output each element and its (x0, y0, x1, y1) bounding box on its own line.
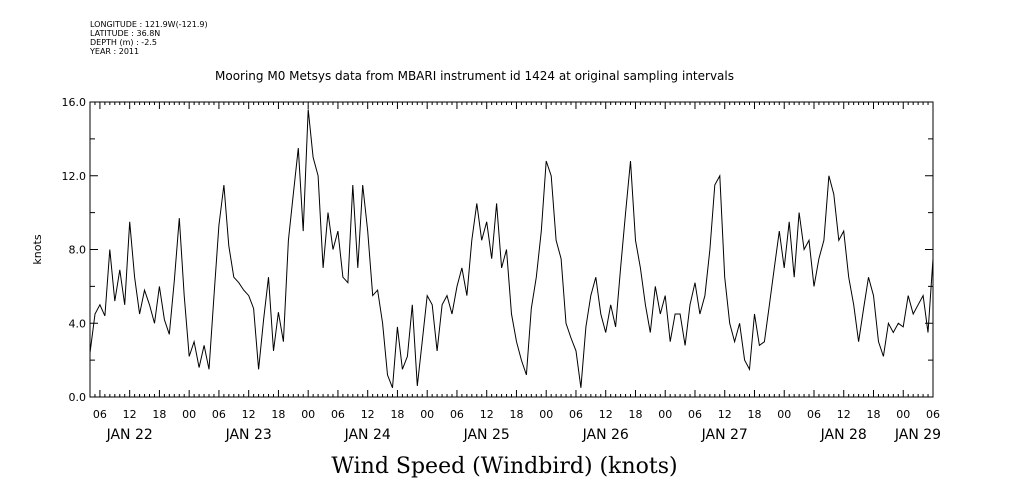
y-tick-label: 4.0 (69, 317, 87, 330)
x-hour-label: 12 (361, 408, 375, 421)
x-hour-label: 18 (747, 408, 761, 421)
x-hour-label: 00 (658, 408, 672, 421)
x-hour-label: 00 (896, 408, 910, 421)
y-tick-label: 12.0 (62, 170, 87, 183)
x-hour-label: 12 (480, 408, 494, 421)
wind-speed-series-line (89, 109, 934, 388)
x-hour-label: 00 (777, 408, 791, 421)
x-hour-label: 18 (509, 408, 523, 421)
x-hour-label: 12 (718, 408, 732, 421)
latitude-text: LATITUDE : 36.8N (90, 29, 161, 38)
x-hour-label: 12 (242, 408, 256, 421)
depth-text: DEPTH (m) : -2.5 (90, 38, 157, 47)
plot-frame (89, 101, 934, 398)
x-hour-label: 18 (390, 408, 404, 421)
x-hour-label: 18 (152, 408, 166, 421)
y-axis-label: knots (31, 234, 44, 264)
x-hour-label: 00 (539, 408, 553, 421)
x-hour-label: 06 (807, 408, 821, 421)
x-hour-label: 06 (450, 408, 464, 421)
x-hour-label: 06 (926, 408, 940, 421)
x-day-label: JAN 26 (582, 427, 629, 443)
x-axis-title: Wind Speed (Windbird) (knots) (331, 454, 678, 479)
x-hour-label: 06 (569, 408, 583, 421)
x-hour-label: 00 (182, 408, 196, 421)
x-hour-label: 18 (271, 408, 285, 421)
x-hour-label: 00 (420, 408, 434, 421)
y-tick-label: 0.0 (69, 391, 87, 404)
longitude-text: LONGITUDE : 121.9W(-121.9) (90, 20, 208, 29)
chart-title: Mooring M0 Metsys data from MBARI instru… (215, 69, 734, 83)
x-hour-label: 18 (628, 408, 642, 421)
x-hour-label: 06 (331, 408, 345, 421)
x-hour-label: 06 (93, 408, 107, 421)
x-day-label: JAN 29 (894, 427, 941, 443)
x-day-label: JAN 25 (463, 427, 510, 443)
x-hour-label: 12 (123, 408, 137, 421)
x-hour-label: 06 (688, 408, 702, 421)
x-hour-label: 00 (301, 408, 315, 421)
x-day-label: JAN 23 (225, 427, 272, 443)
x-day-label: JAN 24 (344, 427, 391, 443)
x-hour-label: 06 (212, 408, 226, 421)
metadata-block: LONGITUDE : 121.9W(-121.9) LATITUDE : 36… (90, 20, 208, 56)
x-day-label: JAN 22 (106, 427, 153, 443)
x-day-label: JAN 27 (701, 427, 748, 443)
x-hour-label: 18 (866, 408, 880, 421)
y-tick-label: 8.0 (69, 244, 87, 257)
year-text: YEAR : 2011 (90, 47, 140, 56)
x-hour-label: 12 (599, 408, 613, 421)
y-tick-label: 16.0 (62, 96, 87, 109)
x-day-label: JAN 28 (820, 427, 867, 443)
x-hour-label: 12 (837, 408, 851, 421)
